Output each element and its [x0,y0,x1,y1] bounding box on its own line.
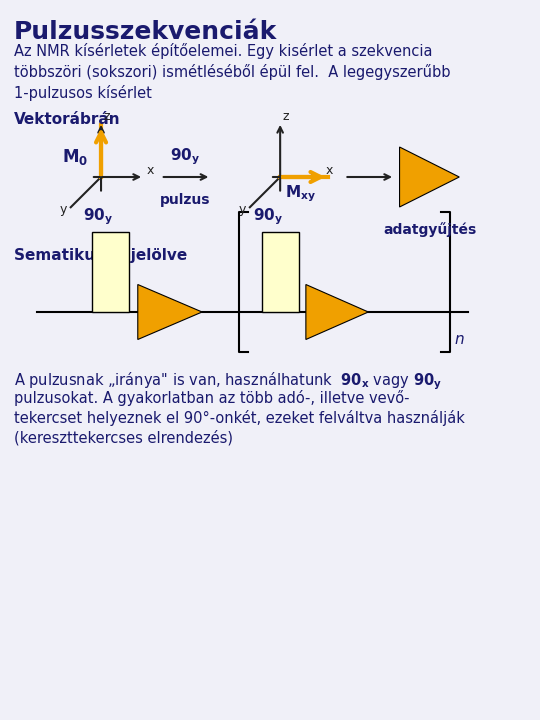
Text: z: z [283,110,289,123]
Text: y: y [59,203,67,216]
Text: $\mathbf{M_0}$: $\mathbf{M_0}$ [63,147,89,167]
Bar [262,232,299,312]
Text: x: x [326,164,333,177]
Text: A pulzusnak „iránya" is van, használhatunk  $\mathbf{90_x}$ vagy $\mathbf{90_y}$: A pulzusnak „iránya" is van, használhatu… [14,370,442,392]
Text: pulzusokat. A gyakorlatban az több adó-, illetve vevő-: pulzusokat. A gyakorlatban az több adó-,… [14,390,409,406]
Text: z: z [104,110,110,123]
Text: $\mathbf{M_{xy}}$: $\mathbf{M_{xy}}$ [285,183,316,204]
Text: $\mathbf{90_y}$: $\mathbf{90_y}$ [171,146,201,167]
Text: Vektorábrán: Vektorábrán [14,112,120,127]
Polygon shape [400,147,459,207]
Text: $\mathbf{90_y}$: $\mathbf{90_y}$ [253,207,283,227]
Text: Pulzusszekvenciák: Pulzusszekvenciák [14,20,277,44]
Text: n: n [455,332,464,347]
Text: Sematikusan jelölve: Sematikusan jelölve [14,248,187,263]
Text: x: x [146,164,154,177]
Text: y: y [239,203,246,216]
Polygon shape [138,284,202,340]
Text: pulzus: pulzus [160,193,211,207]
Polygon shape [306,284,368,340]
Text: adatgyűjtés: adatgyűjtés [383,222,476,237]
Text: $\mathbf{90_y}$: $\mathbf{90_y}$ [83,207,113,227]
Text: Az NMR kísérletek építőelemei. Egy kisérlet a szekvencia
többszöri (sokszori) is: Az NMR kísérletek építőelemei. Egy kisér… [14,43,450,102]
Bar [92,232,129,312]
Text: (kereszttekercses elrendezés): (kereszttekercses elrendezés) [14,430,233,446]
Text: tekercset helyeznek el 90°-onkét, ezeket felváltva használják: tekercset helyeznek el 90°-onkét, ezeket… [14,410,464,426]
